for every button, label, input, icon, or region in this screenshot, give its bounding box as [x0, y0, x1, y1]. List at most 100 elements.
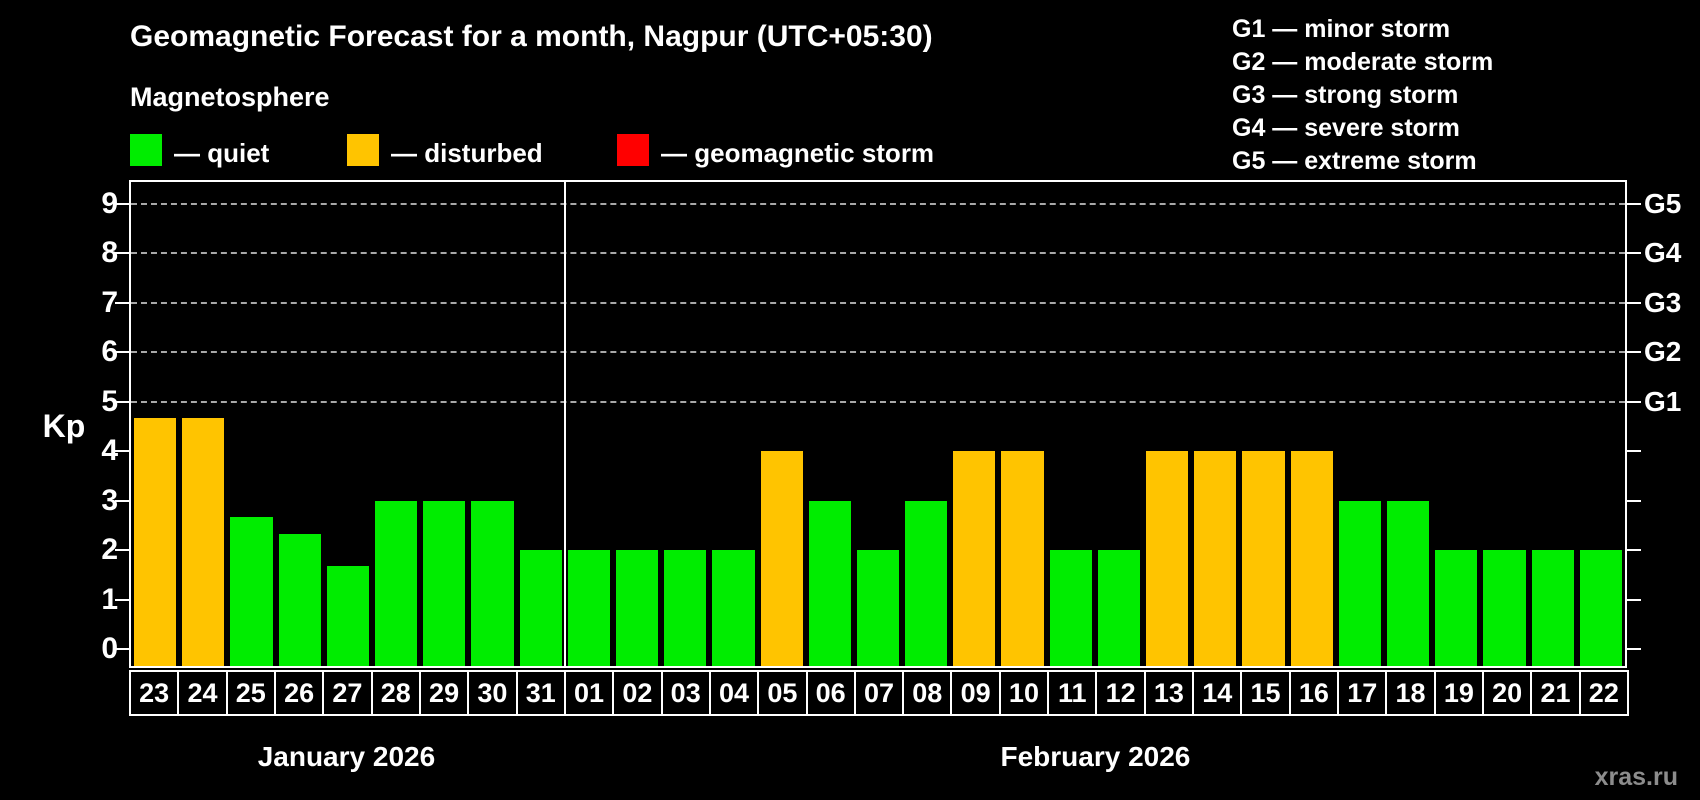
day-label-feb-03: 03: [660, 670, 711, 716]
kp-bar-jan-24: [182, 417, 225, 666]
kp-bar-jan-29: [423, 500, 466, 666]
day-label-feb-14: 14: [1192, 670, 1243, 716]
day-label-feb-11: 11: [1047, 670, 1098, 716]
kp-bar-feb-16: [1290, 451, 1333, 666]
kp-bar-feb-20: [1483, 550, 1526, 666]
y-tick-left-8: [115, 252, 129, 254]
kp-bar-jan-25: [230, 516, 273, 666]
chart-title: Geomagnetic Forecast for a month, Nagpur…: [130, 20, 933, 53]
right-axis-label-g4: G4: [1644, 237, 1682, 268]
day-label-feb-15: 15: [1240, 670, 1291, 716]
y-tick-right-1: [1627, 598, 1641, 601]
day-label-feb-06: 06: [805, 670, 856, 716]
y-axis-label-8: 8: [101, 236, 118, 269]
chart-subtitle: Magnetosphere: [130, 82, 330, 112]
storm-scale-line-g2: G2 — moderate storm: [1232, 48, 1494, 76]
storm-scale-line-g1: G1 — minor storm: [1232, 15, 1451, 43]
kp-bar-feb-12: [1097, 550, 1141, 666]
day-label-feb-18: 18: [1385, 670, 1436, 716]
storm-legend-label: — geomagnetic storm: [661, 138, 935, 168]
y-axis-label-2: 2: [101, 533, 118, 566]
y-tick-left-5: [115, 400, 129, 403]
day-label-feb-08: 08: [902, 670, 953, 716]
kp-bar-feb-14: [1194, 451, 1237, 666]
day-label-jan-23: 23: [129, 670, 180, 716]
y-tick-left-0: [115, 648, 129, 650]
kp-bar-jan-30: [471, 500, 514, 666]
y-axis-label-9: 9: [101, 186, 118, 220]
y-axis-label-1: 1: [101, 582, 118, 616]
kp-bar-feb-21: [1531, 550, 1574, 666]
day-label-feb-07: 07: [853, 670, 905, 716]
day-label-feb-12: 12: [1095, 670, 1146, 716]
right-axis-label-g2: G2: [1644, 336, 1682, 367]
month-divider: [563, 182, 566, 666]
y-tick-right-5: [1627, 400, 1641, 403]
day-label-feb-19: 19: [1433, 670, 1485, 716]
y-tick-right-2: [1627, 549, 1641, 551]
day-label-jan-29: 29: [418, 670, 470, 716]
month-label-january: January 2026: [257, 741, 436, 772]
y-axis-label-4: 4: [101, 434, 118, 467]
y-axis-label-7: 7: [101, 285, 118, 319]
kp-bar-feb-19: [1435, 550, 1478, 666]
kp-bar-feb-09: [953, 451, 996, 666]
gridline-g5: [131, 202, 1625, 205]
y-axis-label-5: 5: [101, 384, 118, 418]
day-label-feb-20: 20: [1482, 670, 1533, 716]
y-tick-right-3: [1627, 499, 1641, 502]
y-tick-left-1: [115, 598, 129, 601]
storm-scale-line-g4: G4 — severe storm: [1232, 114, 1460, 142]
kp-bar-feb-05: [760, 451, 803, 666]
storm-scale-line-g3: G3 — strong storm: [1232, 81, 1459, 109]
day-label-feb-21: 21: [1530, 670, 1581, 716]
y-axis-label-6: 6: [101, 335, 118, 368]
month-label-february: February 2026: [1000, 741, 1191, 772]
disturbed-legend-swatch: [347, 134, 379, 166]
kp-bar-feb-04: [712, 550, 755, 666]
kp-bar-feb-13: [1146, 451, 1189, 666]
kp-bar-feb-17: [1338, 500, 1382, 666]
day-label-feb-04: 04: [708, 670, 760, 716]
kp-bar-feb-01: [567, 550, 610, 666]
kp-bar-jan-27: [326, 566, 369, 666]
y-axis-title: Kp: [42, 408, 86, 444]
y-tick-right-9: [1627, 202, 1641, 205]
y-tick-left-9: [115, 202, 129, 205]
y-tick-left-4: [115, 450, 129, 452]
storm-scale-legend: G1 — minor storm G2 — moderate storm G3 — …: [1232, 13, 1493, 178]
storm-scale-line-g5: G5 — extreme storm: [1232, 147, 1477, 175]
y-tick-right-8: [1627, 252, 1641, 254]
y-tick-left-7: [115, 301, 129, 304]
kp-bar-feb-07: [856, 550, 900, 666]
day-label-feb-05: 05: [757, 670, 808, 716]
day-label-feb-10: 10: [998, 670, 1050, 716]
right-axis-label-g5: G5: [1644, 187, 1682, 219]
right-axis-label-g3: G3: [1644, 286, 1682, 318]
kp-bar-feb-03: [664, 550, 707, 666]
day-label-feb-02: 02: [612, 670, 663, 716]
day-label-jan-24: 24: [177, 670, 228, 716]
day-label-feb-16: 16: [1288, 670, 1340, 716]
kp-bar-jan-31: [519, 550, 562, 666]
kp-bar-jan-23: [134, 417, 177, 666]
kp-bar-jan-28: [374, 500, 418, 666]
day-label-jan-31: 31: [515, 670, 566, 716]
kp-bar-feb-22: [1579, 550, 1622, 666]
day-label-jan-26: 26: [273, 670, 325, 716]
watermark: xras.ru: [1594, 763, 1678, 791]
day-label-jan-28: 28: [370, 670, 421, 716]
kp-bar-jan-26: [278, 533, 321, 666]
day-label-feb-22: 22: [1578, 670, 1629, 716]
kp-bar-feb-06: [808, 500, 851, 666]
day-label-feb-01: 01: [563, 670, 615, 716]
day-label-jan-25: 25: [225, 670, 276, 716]
y-tick-right-6: [1627, 351, 1641, 353]
day-label-feb-09: 09: [950, 670, 1001, 716]
plot-area: [129, 180, 1627, 668]
right-axis-label-g1: G1: [1644, 385, 1682, 417]
y-tick-left-6: [115, 351, 129, 353]
y-tick-left-2: [115, 549, 129, 551]
y-tick-right-7: [1627, 301, 1641, 304]
y-axis-label-0: 0: [101, 632, 118, 665]
